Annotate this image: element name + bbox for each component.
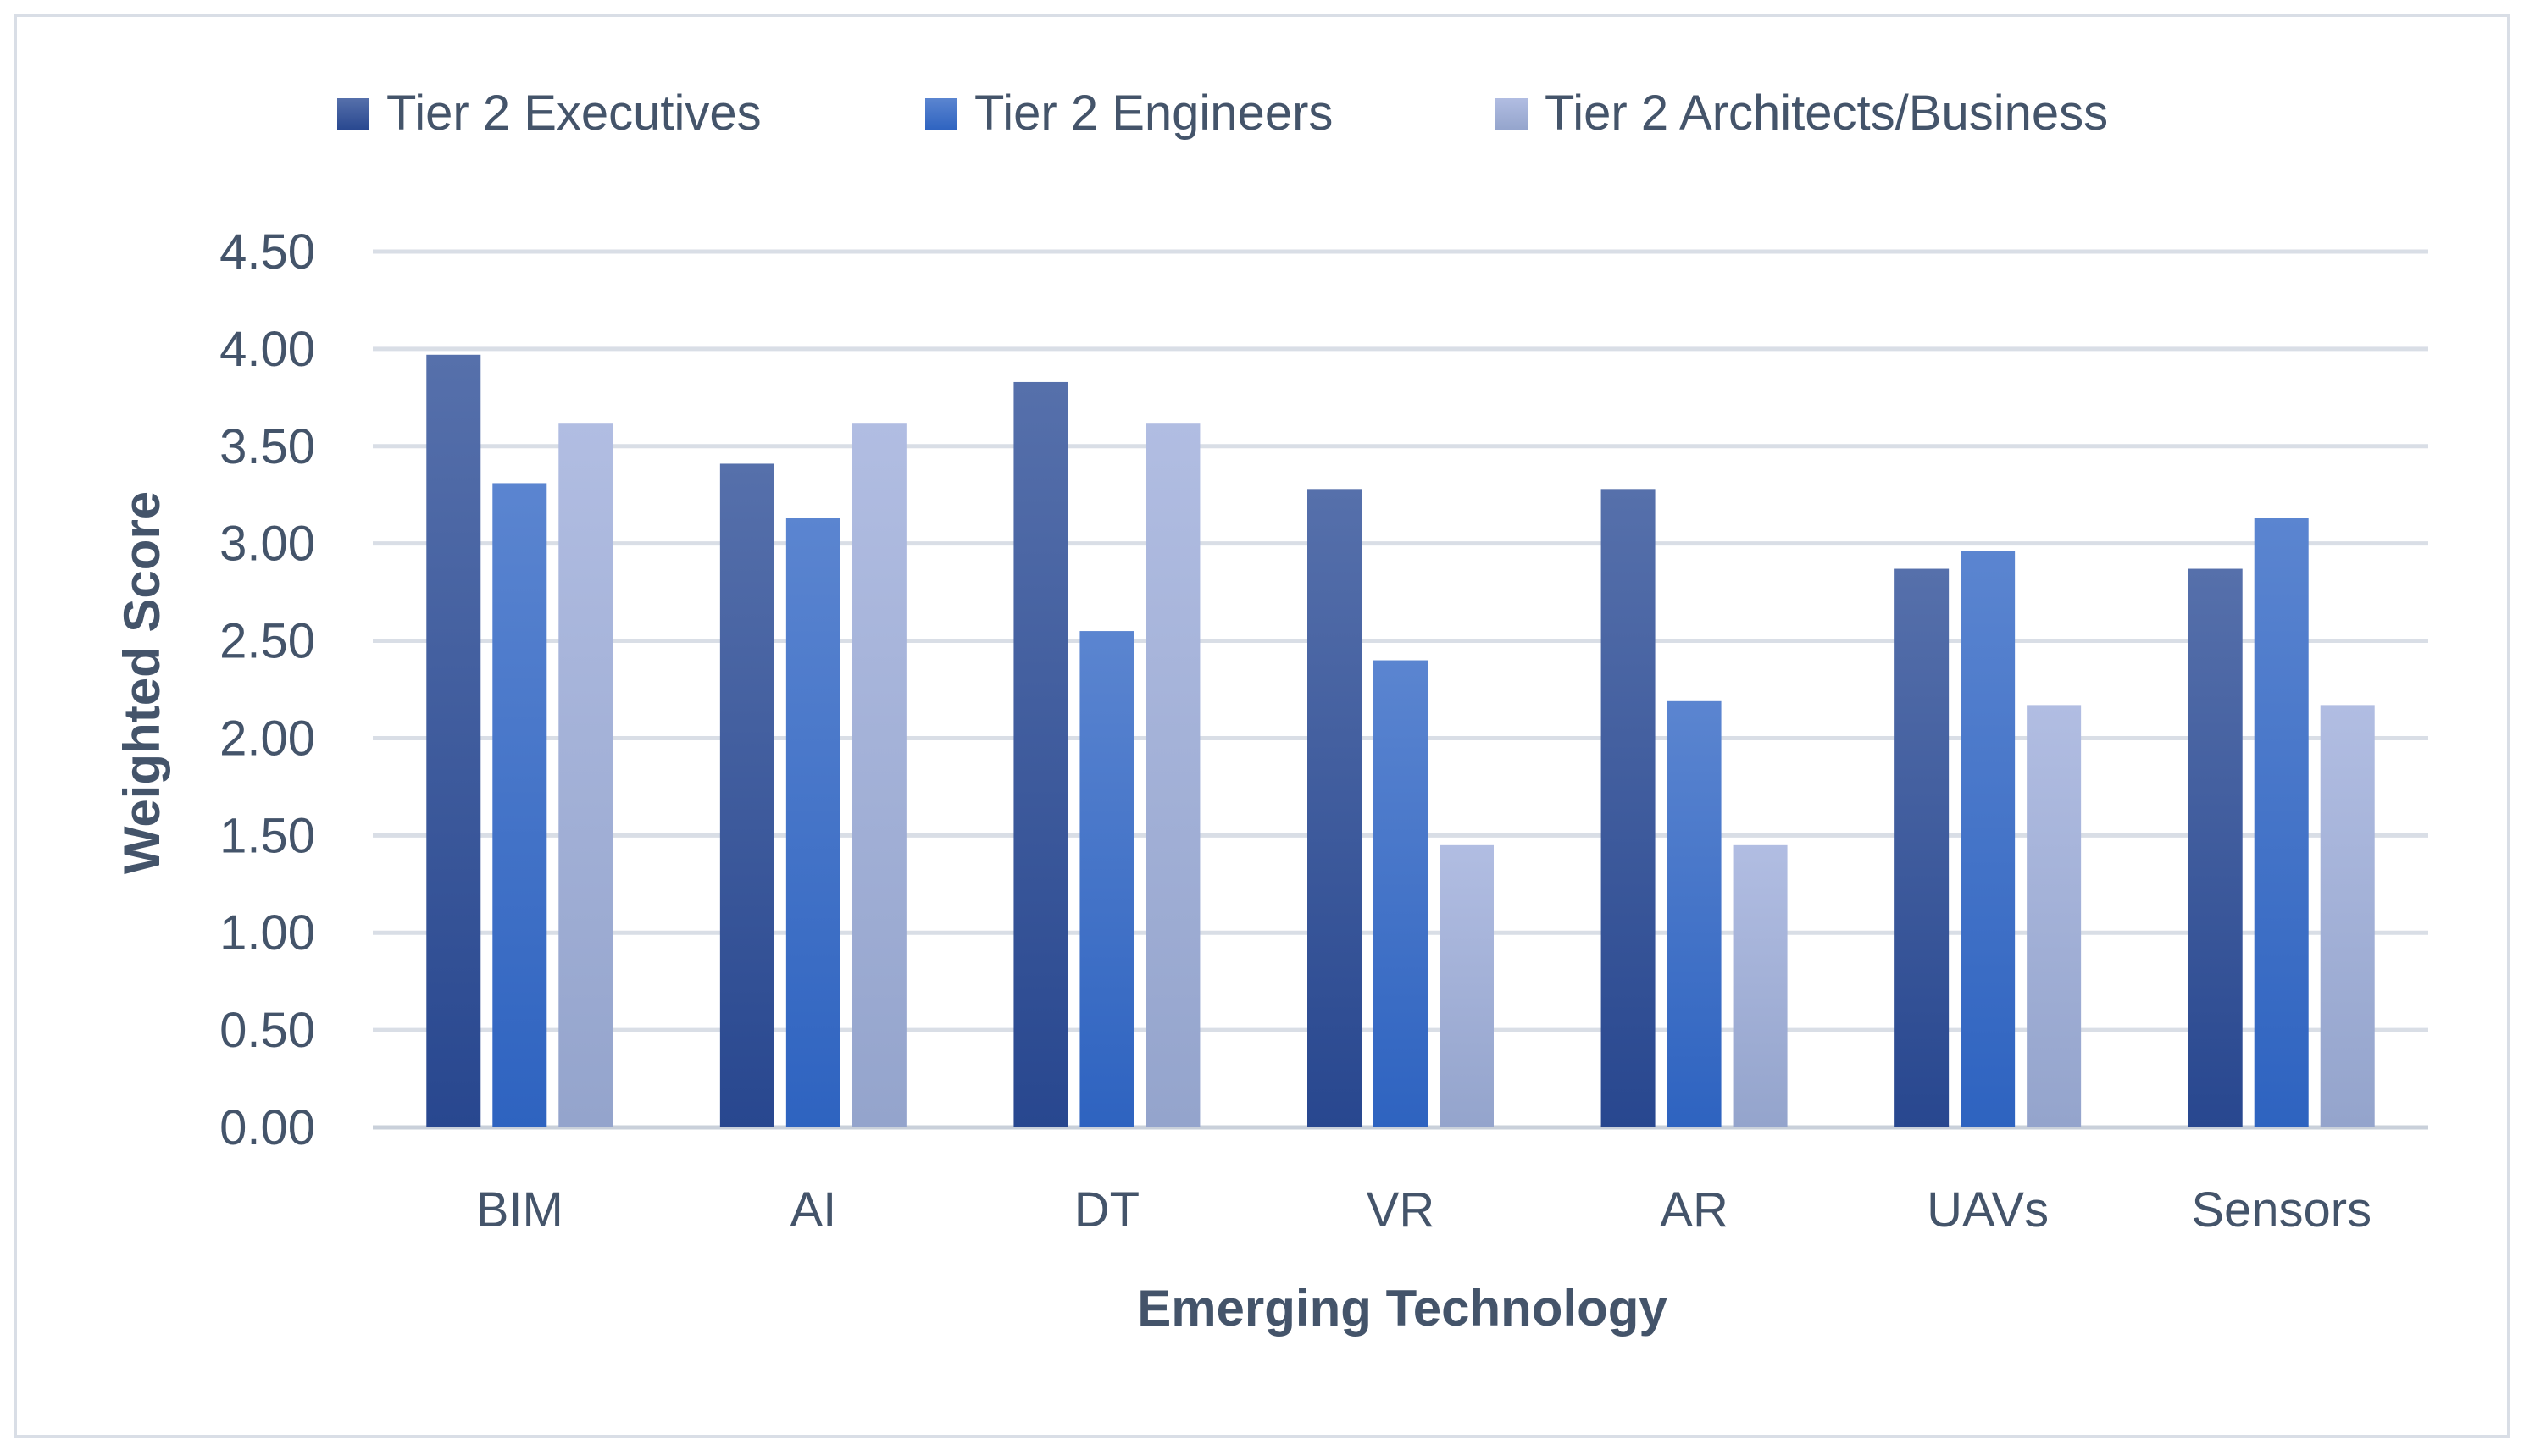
y-tick-label: 0.00: [219, 1100, 315, 1155]
legend-swatch: [337, 98, 369, 130]
x-tick-label: BIM: [476, 1182, 563, 1237]
x-axis-label: Emerging Technology: [1137, 1280, 1667, 1337]
y-axis-label: Weighted Score: [114, 491, 170, 874]
bar-dt-series-2: [1079, 631, 1134, 1127]
bar-dt-series-1: [1013, 381, 1068, 1127]
y-tick-label: 2.00: [219, 711, 315, 766]
bar-vr-series-1: [1307, 489, 1362, 1127]
legend-label: Tier 2 Architects/Business: [1545, 86, 2108, 141]
legend-swatch: [925, 98, 957, 130]
bar-sensors-series-1: [2188, 568, 2243, 1127]
bars: [426, 354, 2375, 1127]
legend: Tier 2 Executives Tier 2 Engineers Tier 2 …: [337, 86, 2108, 141]
chart-frame: [14, 14, 2510, 1438]
bar-ai-series-1: [719, 463, 774, 1127]
bar-bim-series-2: [492, 483, 547, 1127]
bar-sensors-series-2: [2254, 518, 2309, 1127]
x-tick-label: VR: [1367, 1182, 1435, 1237]
bar-vr-series-2: [1373, 660, 1428, 1127]
legend-label: Tier 2 Executives: [386, 86, 762, 141]
bar-uavs-series-1: [1894, 568, 1950, 1127]
bar-uavs-series-3: [2027, 705, 2082, 1127]
y-tick-label: 0.50: [219, 1003, 315, 1058]
x-tick-label: UAVs: [1927, 1182, 2049, 1237]
bar-bim-series-3: [558, 423, 613, 1127]
y-tick-label: 1.50: [219, 808, 315, 863]
bar-ar-series-1: [1600, 489, 1656, 1127]
y-tick-label: 3.00: [219, 517, 315, 572]
bar-ai-series-3: [852, 423, 907, 1127]
x-tick-labels: BIM AI DT VR AR UAVs Sensors: [476, 1182, 2371, 1237]
bar-ar-series-3: [1733, 844, 1788, 1127]
y-tick-label: 4.00: [219, 322, 315, 377]
x-tick-label: Sensors: [2191, 1182, 2371, 1237]
y-tick-label: 3.50: [219, 419, 315, 474]
y-tick-labels: 0.00 0.50 1.00 1.50 2.00 2.50 3.00 3.50 4.00 4.50: [219, 224, 315, 1155]
legend-swatch: [1495, 98, 1528, 130]
bar-dt-series-3: [1146, 423, 1201, 1127]
y-tick-label: 1.00: [219, 905, 315, 961]
bar-uavs-series-2: [1961, 551, 2016, 1127]
x-tick-label: DT: [1074, 1182, 1140, 1237]
bar-ar-series-2: [1667, 700, 1722, 1127]
y-tick-label: 2.50: [219, 614, 315, 669]
bar-bim-series-1: [426, 354, 481, 1127]
y-tick-label: 4.50: [219, 224, 315, 280]
x-tick-label: AR: [1660, 1182, 1728, 1237]
bar-ai-series-2: [785, 518, 840, 1127]
legend-label: Tier 2 Engineers: [974, 86, 1333, 141]
x-tick-label: AI: [790, 1182, 836, 1237]
bar-sensors-series-3: [2320, 705, 2375, 1127]
bar-vr-series-3: [1440, 844, 1494, 1127]
